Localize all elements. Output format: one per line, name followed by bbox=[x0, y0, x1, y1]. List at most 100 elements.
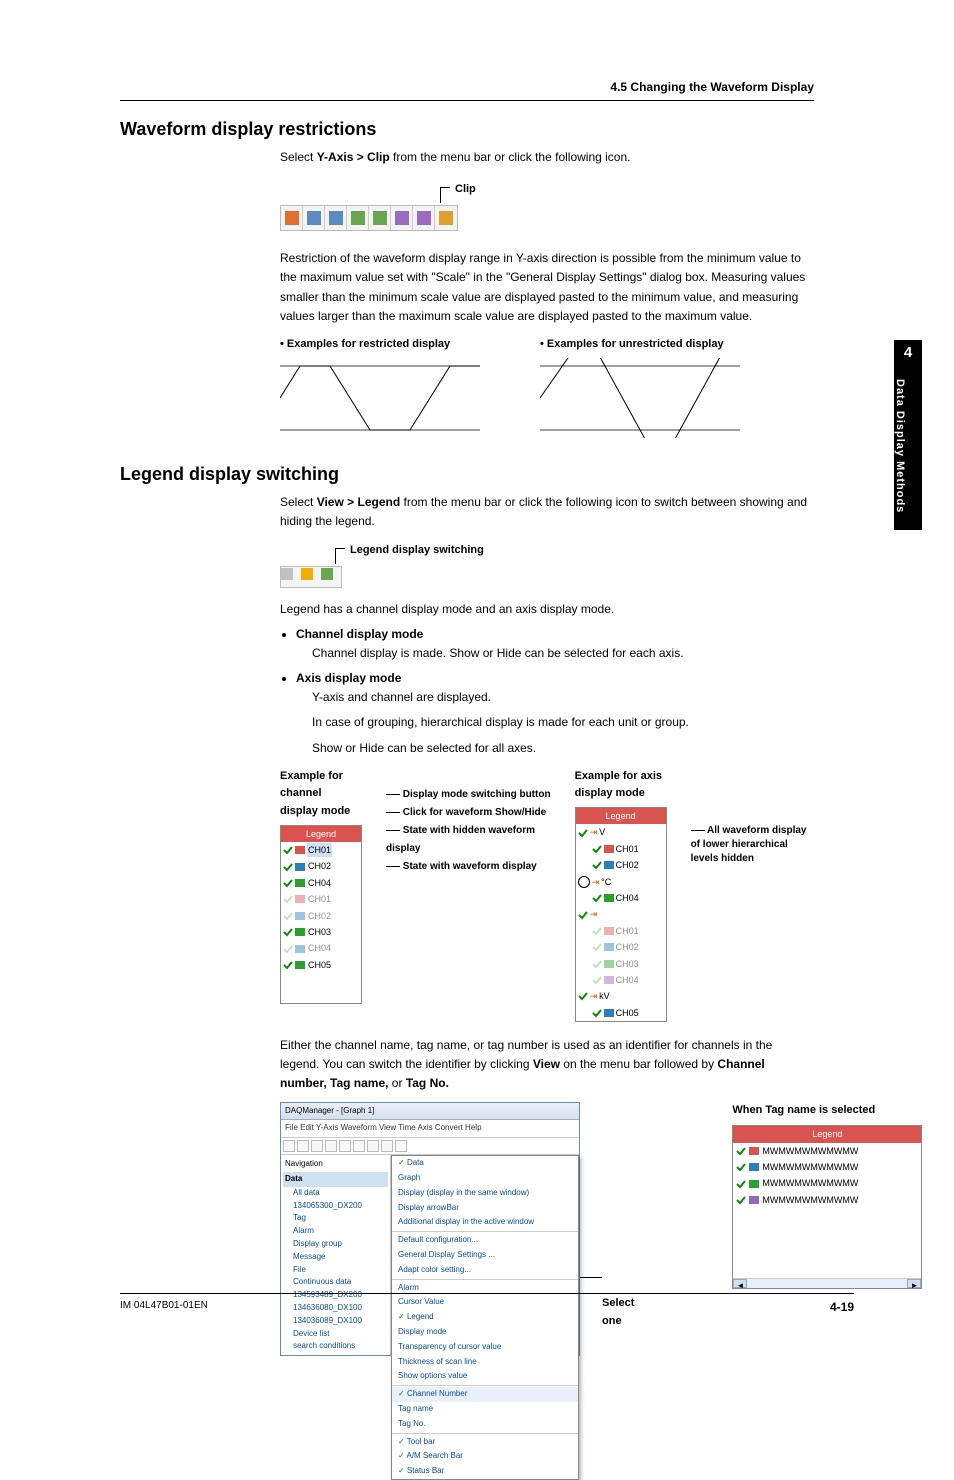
legend-row[interactable]: MWMWMWMWMWMW bbox=[733, 1192, 921, 1208]
list-item: Channel display mode Channel display is … bbox=[296, 625, 814, 663]
legend-row[interactable]: CH05 bbox=[281, 957, 361, 973]
legend-row[interactable]: CH03 bbox=[281, 924, 361, 940]
toolbar-button[interactable] bbox=[347, 206, 369, 230]
legend-group-header[interactable]: ⇥ bbox=[576, 906, 666, 922]
menu-item[interactable]: Display arrowBar bbox=[392, 1201, 578, 1216]
nav-item[interactable]: Device list bbox=[283, 1328, 388, 1341]
legend-row[interactable]: CH01 bbox=[281, 842, 361, 858]
menu-item[interactable]: Tag No. bbox=[392, 1417, 578, 1432]
toolbar-button[interactable] bbox=[325, 206, 347, 230]
text: Select View > Legend from the menu bar o… bbox=[280, 493, 814, 531]
menu-item[interactable]: Data bbox=[392, 1156, 578, 1171]
example-restricted-caption: • Examples for restricted display bbox=[280, 336, 480, 354]
nav-panel[interactable]: Navigation Data All data 134065300_DX200… bbox=[281, 1155, 391, 1355]
menu-item[interactable]: Transparency of cursor value bbox=[392, 1340, 578, 1355]
menu-item[interactable]: Adapt color setting... bbox=[392, 1263, 578, 1278]
page-number: 4-19 bbox=[830, 1300, 854, 1314]
menu-item[interactable]: Tag name bbox=[392, 1402, 578, 1417]
legend-row[interactable]: CH04 bbox=[576, 972, 666, 988]
menu-item[interactable]: Channel Number bbox=[392, 1387, 578, 1402]
text: Legend has a channel display mode and an… bbox=[280, 600, 814, 619]
axis-callout: All waveform display of lower hierarchic… bbox=[691, 768, 814, 1022]
page-footer: IM 04L47B01-01EN 4-19 bbox=[120, 1293, 854, 1314]
text: Either the channel name, tag name, or ta… bbox=[280, 1036, 814, 1094]
toolbar-button[interactable] bbox=[281, 567, 301, 587]
legend-row[interactable]: CH04 bbox=[576, 890, 666, 906]
menu-item[interactable]: Display mode bbox=[392, 1325, 578, 1340]
toolbar-button[interactable] bbox=[281, 206, 303, 230]
axis-mode-caption: Example for axis display mode bbox=[575, 768, 667, 803]
tag-name-caption: When Tag name is selected bbox=[732, 1102, 922, 1120]
text: Select Y-Axis > Clip from the menu bar o… bbox=[280, 148, 814, 167]
clip-label: Clip bbox=[455, 181, 476, 199]
legend-row[interactable]: CH04 bbox=[281, 940, 361, 956]
example-unrestricted-caption: • Examples for unrestricted display bbox=[540, 336, 740, 354]
waveform-unrestricted bbox=[540, 358, 740, 438]
daqmanager-window: DAQManager - [Graph 1] File Edit Y-Axis … bbox=[280, 1102, 580, 1357]
callout: State with waveform display bbox=[386, 858, 551, 876]
waveform-restricted bbox=[280, 358, 480, 438]
toolbar-button[interactable] bbox=[303, 206, 325, 230]
channel-callouts: Display mode switching button Click for … bbox=[386, 768, 551, 1022]
doc-number: IM 04L47B01-01EN bbox=[120, 1300, 208, 1314]
legend-row[interactable]: CH02 bbox=[281, 908, 361, 924]
menu-item[interactable]: Status Bar bbox=[392, 1464, 578, 1479]
section-waveform-restrictions: Waveform display restrictions bbox=[120, 119, 914, 140]
toolbar-button[interactable] bbox=[435, 206, 457, 230]
chapter-tab: 4 Data Display Methods bbox=[894, 340, 922, 530]
legend-row[interactable]: CH04 bbox=[281, 875, 361, 891]
legend-row[interactable]: CH03 bbox=[576, 956, 666, 972]
text: Restriction of the waveform display rang… bbox=[280, 249, 814, 326]
menu-item[interactable]: A/M Search Bar bbox=[392, 1449, 578, 1464]
scrollbar[interactable]: ◄► bbox=[733, 1278, 921, 1288]
list-item: Axis display mode Y-axis and channel are… bbox=[296, 669, 814, 758]
toolbar-button[interactable] bbox=[413, 206, 435, 230]
breadcrumb: 4.5 Changing the Waveform Display bbox=[120, 80, 914, 94]
view-menu-dropdown[interactable]: DataGraphDisplay (display in the same wi… bbox=[391, 1155, 579, 1480]
legend-row[interactable]: MWMWMWMWMWMW bbox=[733, 1143, 921, 1159]
menu-item[interactable]: Thickness of scan line bbox=[392, 1355, 578, 1370]
nav-item[interactable]: File bbox=[283, 1264, 388, 1277]
nav-item[interactable]: Continuous data bbox=[283, 1276, 388, 1289]
toolbar-button[interactable] bbox=[369, 206, 391, 230]
menu-item[interactable]: Show options value bbox=[392, 1369, 578, 1384]
legend-toolbar-figure: Legend display switching bbox=[280, 542, 814, 590]
collapse-indicator bbox=[578, 876, 590, 888]
nav-item[interactable]: 134065300_DX200 bbox=[283, 1200, 388, 1213]
legend-panel-channel: Legend CH01CH02CH04CH01CH02CH03CH04CH05 bbox=[280, 825, 362, 1005]
legend-row[interactable]: MWMWMWMWMWMW bbox=[733, 1159, 921, 1175]
legend-group-header[interactable]: ⇥°C bbox=[576, 874, 666, 890]
legend-row[interactable]: CH02 bbox=[576, 857, 666, 873]
nav-item[interactable]: Tag bbox=[283, 1212, 388, 1225]
nav-item[interactable]: All data bbox=[283, 1187, 388, 1200]
channel-mode-caption: Example for channel display mode bbox=[280, 768, 362, 821]
menu-item[interactable]: Default configuration... bbox=[392, 1233, 578, 1248]
toolbar-button[interactable] bbox=[321, 567, 341, 587]
nav-item[interactable]: Alarm bbox=[283, 1225, 388, 1238]
toolbar-button[interactable] bbox=[391, 206, 413, 230]
legend-row[interactable]: CH02 bbox=[281, 858, 361, 874]
legend-switch-label: Legend display switching bbox=[350, 542, 484, 560]
nav-item[interactable]: Message bbox=[283, 1251, 388, 1264]
menu-bar[interactable]: File Edit Y-Axis Waveform View Time Axis… bbox=[281, 1120, 579, 1138]
menu-item[interactable]: Additional display in the active window bbox=[392, 1215, 578, 1230]
legend-row[interactable]: CH01 bbox=[576, 923, 666, 939]
window-title: DAQManager - [Graph 1] bbox=[281, 1103, 579, 1121]
legend-row[interactable]: CH01 bbox=[281, 891, 361, 907]
menu-item[interactable]: Display (display in the same window) bbox=[392, 1186, 578, 1201]
menu-item[interactable]: Tool bar bbox=[392, 1435, 578, 1450]
legend-row[interactable]: CH02 bbox=[576, 939, 666, 955]
nav-item[interactable]: 134036089_DX100 bbox=[283, 1315, 388, 1328]
legend-row[interactable]: MWMWMWMWMWMW bbox=[733, 1175, 921, 1191]
toolbar-button[interactable] bbox=[301, 567, 321, 587]
legend-group-header[interactable]: ⇥kV bbox=[576, 988, 666, 1004]
nav-item[interactable]: search conditions bbox=[283, 1340, 388, 1353]
legend-row[interactable]: CH05 bbox=[576, 1005, 666, 1021]
menu-item[interactable]: General Display Settings ... bbox=[392, 1248, 578, 1263]
menu-item[interactable]: Graph bbox=[392, 1171, 578, 1186]
legend-group-header[interactable]: ⇥V bbox=[576, 824, 666, 840]
toolbar[interactable] bbox=[281, 1138, 579, 1155]
nav-item[interactable]: Display group bbox=[283, 1238, 388, 1251]
legend-row[interactable]: CH01 bbox=[576, 841, 666, 857]
callout: State with hidden waveform display bbox=[386, 822, 551, 858]
